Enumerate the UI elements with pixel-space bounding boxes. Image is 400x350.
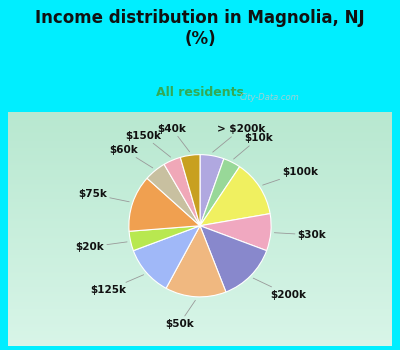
Text: > $200k: > $200k xyxy=(213,124,265,152)
Text: $10k: $10k xyxy=(234,133,273,159)
Text: $30k: $30k xyxy=(274,230,326,240)
Text: All residents: All residents xyxy=(156,86,244,99)
Text: $50k: $50k xyxy=(165,300,195,329)
Wedge shape xyxy=(129,226,200,251)
Wedge shape xyxy=(200,167,270,226)
Text: $150k: $150k xyxy=(125,131,171,157)
Wedge shape xyxy=(180,155,200,226)
Text: Income distribution in Magnolia, NJ
(%): Income distribution in Magnolia, NJ (%) xyxy=(35,9,365,48)
Wedge shape xyxy=(200,226,267,292)
Wedge shape xyxy=(129,178,200,231)
Text: $100k: $100k xyxy=(263,167,318,185)
Wedge shape xyxy=(147,164,200,226)
Text: $40k: $40k xyxy=(158,124,190,152)
Wedge shape xyxy=(166,226,226,297)
Wedge shape xyxy=(164,158,200,226)
Text: $60k: $60k xyxy=(109,145,153,168)
Text: $20k: $20k xyxy=(76,242,127,252)
Text: City-Data.com: City-Data.com xyxy=(240,93,300,102)
Wedge shape xyxy=(133,226,200,288)
Wedge shape xyxy=(200,155,224,226)
Text: $200k: $200k xyxy=(253,278,306,300)
Text: $125k: $125k xyxy=(90,275,144,295)
Text: $75k: $75k xyxy=(78,189,129,202)
Wedge shape xyxy=(200,159,240,226)
Wedge shape xyxy=(200,214,271,251)
